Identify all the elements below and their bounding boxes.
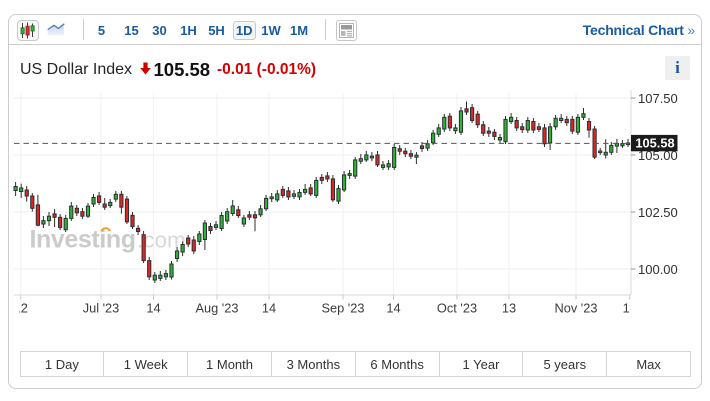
svg-text:Investing: Investing — [30, 226, 136, 254]
svg-text:Aug '23: Aug '23 — [195, 301, 238, 316]
svg-text:Nov '23: Nov '23 — [555, 301, 598, 316]
svg-text:13: 13 — [502, 301, 516, 316]
svg-text:14: 14 — [146, 301, 160, 316]
svg-text:Sep '23: Sep '23 — [321, 301, 364, 316]
svg-text:107.50: 107.50 — [638, 91, 678, 106]
svg-text:100.00: 100.00 — [638, 262, 678, 277]
svg-text:102.50: 102.50 — [638, 205, 678, 220]
svg-text:12: 12 — [14, 301, 28, 316]
svg-text:Jul '23: Jul '23 — [83, 301, 120, 316]
svg-text:14: 14 — [623, 301, 637, 316]
svg-text:Oct '23: Oct '23 — [437, 301, 477, 316]
svg-text:14: 14 — [386, 301, 400, 316]
svg-text:105.58: 105.58 — [635, 136, 674, 151]
svg-text:14: 14 — [262, 301, 276, 316]
svg-text:105.00: 105.00 — [638, 148, 678, 163]
